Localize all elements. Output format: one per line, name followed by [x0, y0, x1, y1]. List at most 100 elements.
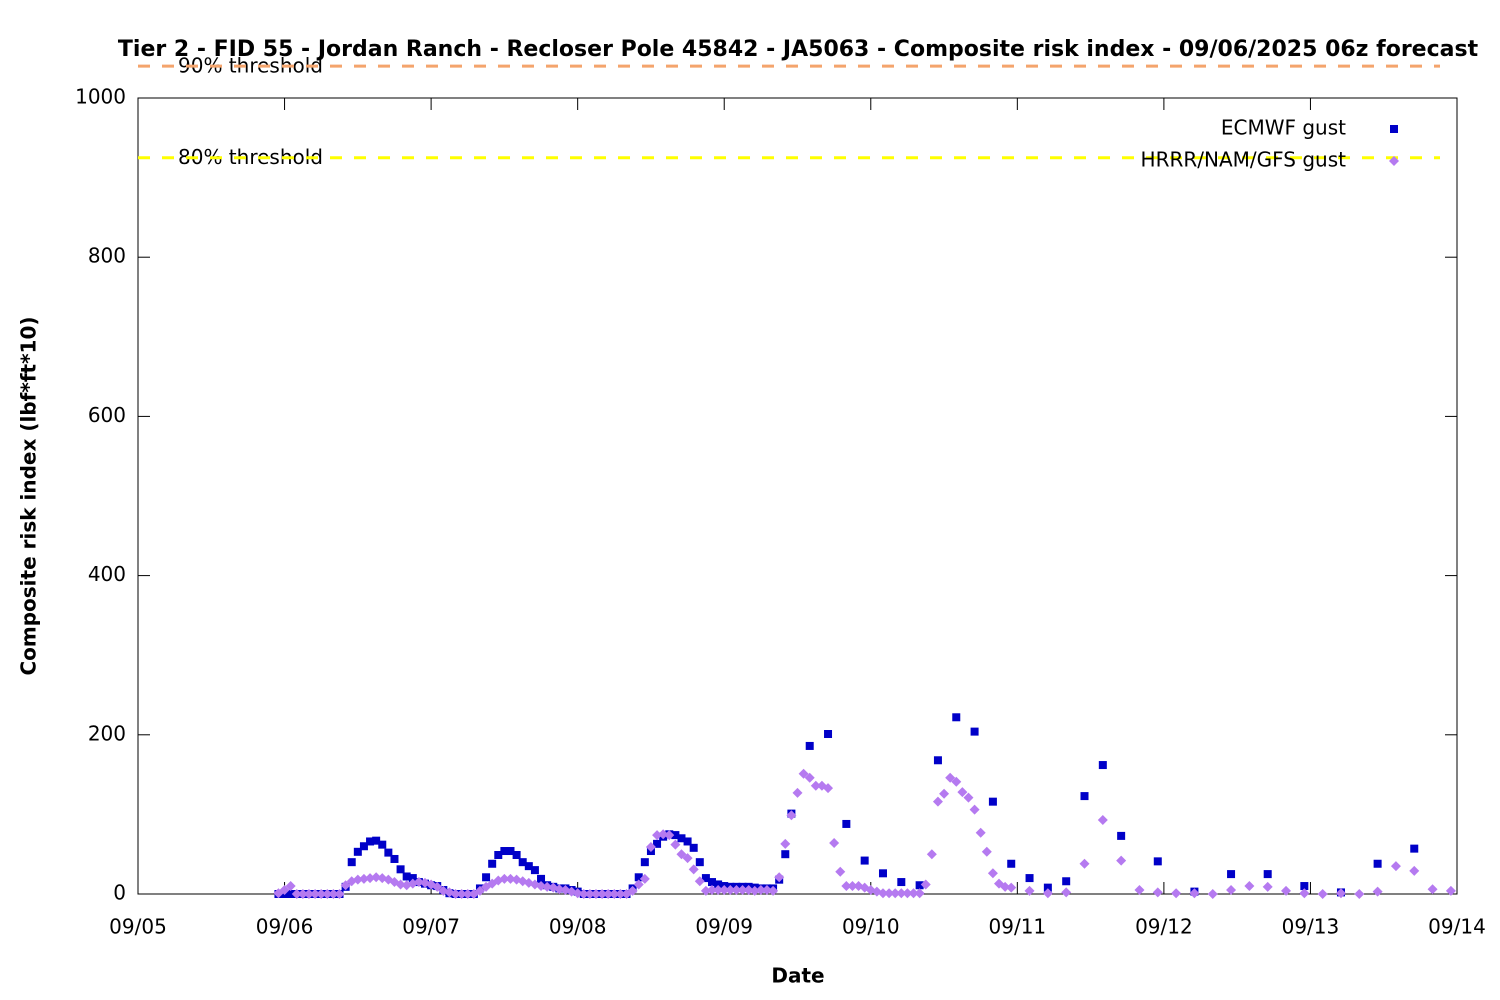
data-point: [554, 884, 565, 895]
data-point: [578, 889, 589, 899]
data-point: [286, 890, 295, 898]
data-point: [597, 889, 608, 899]
data-point: [932, 796, 943, 807]
data-point: [1445, 885, 1456, 896]
data-point: [1152, 887, 1163, 898]
data-point: [384, 848, 393, 857]
data-point: [390, 854, 399, 863]
data-point: [1227, 870, 1236, 879]
data-point: [639, 873, 650, 884]
data-point: [701, 874, 710, 883]
data-point: [365, 873, 376, 884]
data-point: [1134, 885, 1145, 896]
data-point: [708, 878, 717, 887]
x-tick-label: 09/12: [1135, 915, 1193, 939]
data-point: [908, 888, 919, 899]
data-point: [1410, 844, 1419, 853]
data-point: [316, 889, 327, 899]
data-point: [841, 881, 852, 892]
data-point: [1006, 882, 1017, 893]
data-point: [737, 885, 748, 896]
data-point: [689, 843, 698, 852]
data-point: [347, 858, 356, 867]
data-point: [358, 873, 369, 884]
data-point: [939, 788, 950, 799]
data-point: [890, 888, 901, 899]
data-point: [279, 885, 290, 896]
data-point: [653, 839, 662, 848]
data-point: [322, 889, 333, 899]
data-point: [933, 756, 942, 765]
data-point: [1262, 881, 1273, 892]
data-point: [981, 846, 992, 857]
data-point: [774, 872, 785, 883]
data-point: [1281, 885, 1292, 896]
data-point: [970, 727, 979, 736]
data-point: [792, 787, 803, 798]
data-point: [829, 838, 840, 849]
y-tick-label: 1000: [75, 85, 126, 109]
data-point: [1079, 858, 1090, 869]
data-point: [988, 797, 997, 806]
y-tick-label: 800: [88, 244, 126, 268]
data-point: [1098, 761, 1107, 770]
data-point: [749, 885, 760, 896]
data-point: [1097, 814, 1108, 825]
data-point: [395, 879, 406, 890]
data-point: [1263, 870, 1272, 879]
data-point: [506, 847, 515, 856]
data-point: [768, 885, 779, 896]
data-point: [682, 853, 693, 864]
data-point: [823, 783, 834, 794]
data-point: [518, 858, 527, 867]
data-point: [671, 831, 680, 840]
data-point: [1171, 888, 1182, 899]
data-point: [645, 842, 656, 853]
data-point: [640, 858, 649, 867]
data-point: [366, 837, 375, 846]
y-tick-label: 200: [88, 721, 126, 745]
data-point: [524, 862, 533, 871]
x-axis-label: Date: [771, 964, 824, 988]
data-point: [694, 876, 705, 887]
data-point: [987, 868, 998, 879]
data-point: [627, 885, 638, 896]
data-point: [957, 787, 968, 798]
data-point: [474, 885, 485, 896]
data-point: [914, 888, 925, 899]
data-point: [303, 889, 314, 899]
data-point: [1299, 888, 1310, 899]
threshold-label: 80% threshold: [178, 145, 323, 169]
data-point: [615, 889, 626, 899]
data-point: [1226, 885, 1237, 896]
data-point: [536, 881, 547, 892]
data-point: [897, 878, 906, 887]
data-point: [1153, 857, 1162, 866]
data-point: [1372, 886, 1383, 897]
data-point: [359, 842, 368, 851]
data-point: [542, 881, 553, 892]
data-point: [1354, 889, 1365, 899]
data-point: [725, 885, 736, 896]
data-point: [945, 772, 956, 783]
x-tick-label: 09/13: [1282, 915, 1340, 939]
data-point: [1335, 888, 1346, 899]
data-point: [353, 847, 362, 856]
data-point: [835, 866, 846, 877]
data-point: [530, 866, 539, 875]
x-tick-label: 09/05: [109, 915, 167, 939]
data-point: [1317, 889, 1328, 899]
data-point: [707, 885, 718, 896]
data-point: [1117, 831, 1126, 840]
threshold-label: 90% threshold: [178, 54, 323, 78]
data-point: [396, 865, 405, 874]
data-point: [951, 776, 962, 787]
legend-label: HRRR/NAM/GFS gust: [1141, 148, 1347, 172]
data-point: [609, 889, 620, 899]
data-point: [537, 874, 546, 883]
data-point: [1116, 855, 1127, 866]
data-point: [1244, 881, 1255, 892]
data-point: [340, 880, 351, 891]
data-point: [810, 780, 821, 791]
data-point: [1000, 881, 1011, 892]
